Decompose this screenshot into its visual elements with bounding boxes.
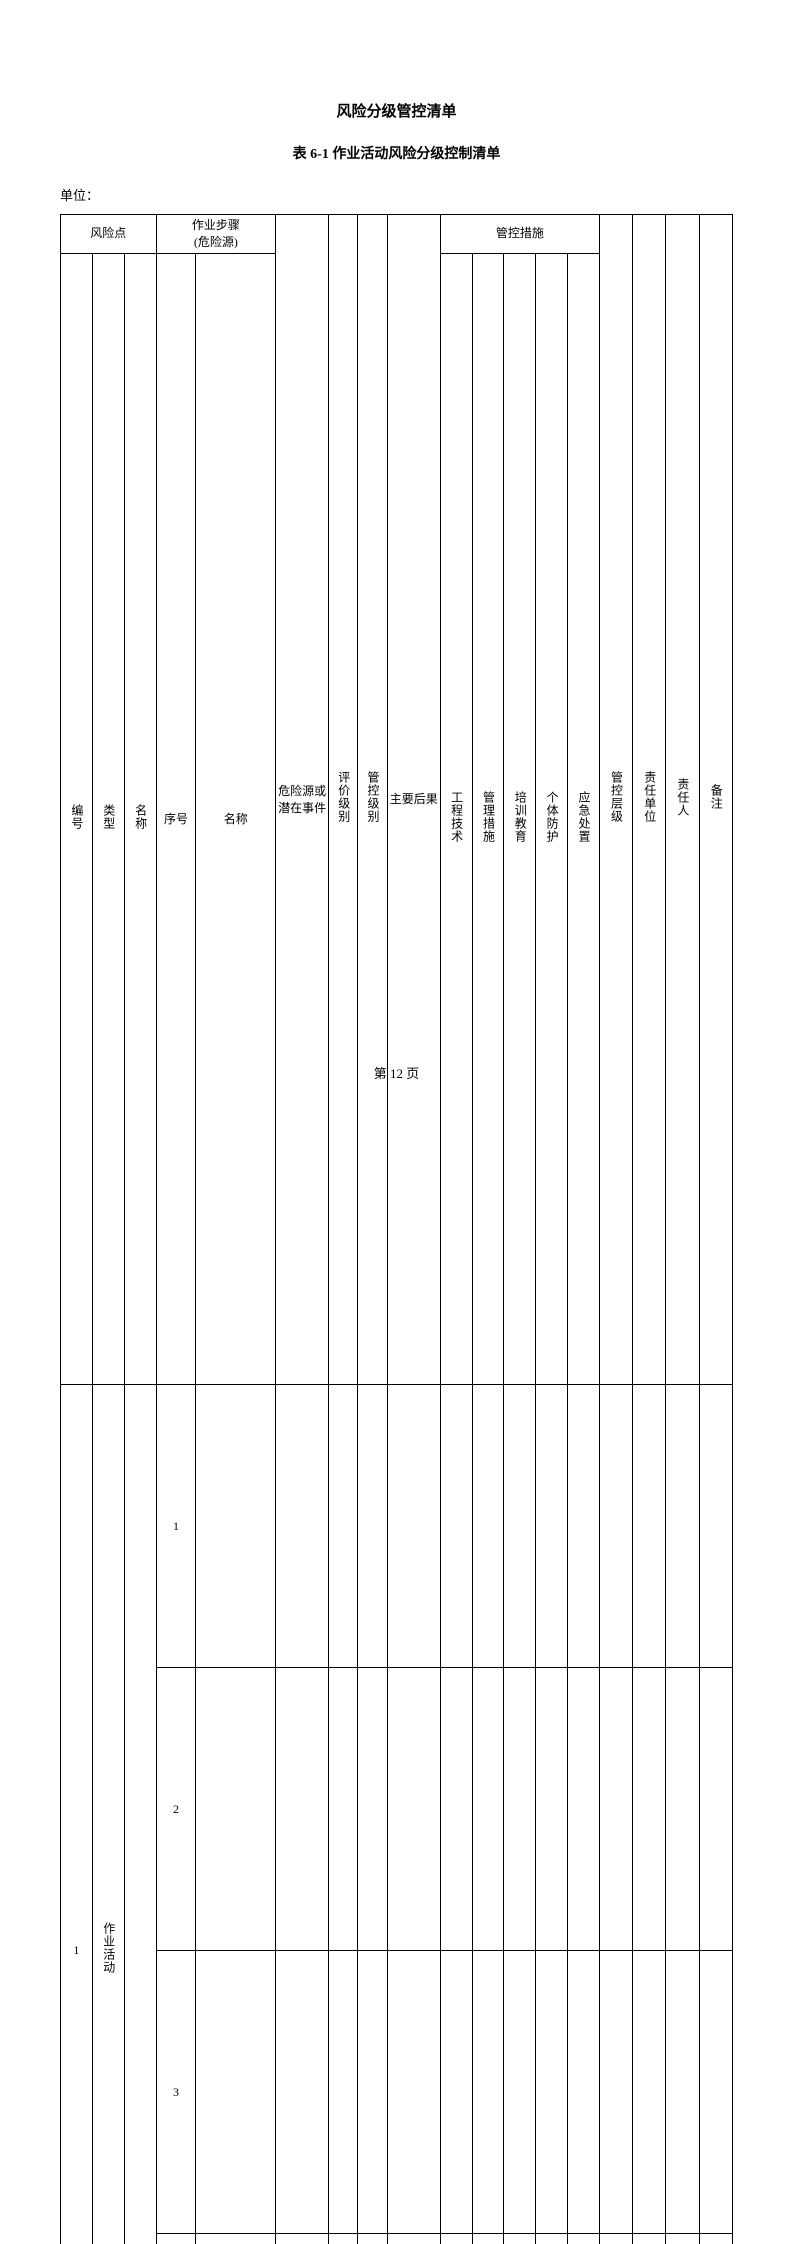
cell [387, 1951, 440, 2234]
cell [358, 2234, 387, 2244]
cell [329, 1668, 358, 1951]
cell [699, 2234, 732, 2244]
cell [536, 2234, 568, 2244]
cell: 1 [61, 1385, 93, 2244]
cell [387, 1668, 440, 1951]
th-ctrl-level: 管控级别 [358, 215, 387, 1385]
cell [504, 1668, 536, 1951]
cell [633, 1668, 666, 1951]
cell [666, 1385, 699, 1668]
cell [358, 1951, 387, 2234]
cell [329, 2234, 358, 2244]
cell: 3 [156, 1951, 196, 2234]
cell: 2 [156, 1668, 196, 1951]
table1: 风险点 作业步骤 (危险源) 危险源或潜在事件 评价级别 管控级别 主要后果 管… [60, 214, 733, 2244]
cell [600, 1385, 633, 1668]
cell [387, 2234, 440, 2244]
th-hazard-event: 危险源或潜在事件 [276, 215, 329, 1385]
cell [633, 2234, 666, 2244]
cell [472, 1668, 504, 1951]
cell [504, 2234, 536, 2244]
table-row: 1 作业活动 1 [61, 1385, 733, 1668]
cell [276, 2234, 329, 2244]
th-sub-seq: 序号 [156, 253, 196, 1385]
cell [329, 1951, 358, 2234]
cell [276, 1951, 329, 2234]
cell: 1 [156, 1385, 196, 1668]
cell [276, 1668, 329, 1951]
cell [196, 2234, 276, 2244]
cell [568, 2234, 600, 2244]
cell [600, 1951, 633, 2234]
cell [568, 1385, 600, 1668]
cell [472, 1951, 504, 2234]
th-sub-name: 名称 [196, 253, 276, 1385]
th-name: 名称 [124, 253, 156, 1385]
cell [666, 1668, 699, 1951]
cell [666, 1951, 699, 2234]
cell [504, 1385, 536, 1668]
th-resp-unit: 责任单位 [633, 215, 666, 1385]
cell: 4 [156, 2234, 196, 2244]
cell [699, 1385, 732, 1668]
cell [440, 2234, 472, 2244]
cell [699, 1668, 732, 1951]
th-eval-level: 评价级别 [329, 215, 358, 1385]
cell [329, 1385, 358, 1668]
cell [536, 1668, 568, 1951]
cell [504, 1951, 536, 2234]
cell [196, 1668, 276, 1951]
th-main-result: 主要后果 [387, 215, 440, 1385]
table-row: 3 [61, 1951, 733, 2234]
cell [196, 1385, 276, 1668]
th-seq: 编号 [61, 253, 93, 1385]
th-eng-tech: 工程技术 [440, 253, 472, 1385]
main-title: 风险分级管控清单 [60, 100, 733, 121]
cell [276, 1385, 329, 1668]
table-row: 2 [61, 1668, 733, 1951]
cell [472, 2234, 504, 2244]
th-mgmt: 管理措施 [472, 253, 504, 1385]
th-remark: 备注 [699, 215, 732, 1385]
th-type: 类型 [92, 253, 124, 1385]
cell [600, 1668, 633, 1951]
cell [633, 1385, 666, 1668]
th-resp-person: 责任人 [666, 215, 699, 1385]
cell [358, 1668, 387, 1951]
cell [568, 1668, 600, 1951]
th-risk-point: 风险点 [61, 215, 157, 254]
cell [536, 1951, 568, 2234]
cell [196, 1951, 276, 2234]
cell [440, 1668, 472, 1951]
th-work-step: 作业步骤 (危险源) [156, 215, 276, 254]
cell [633, 1951, 666, 2234]
cell [440, 1385, 472, 1668]
table1-title: 表 6-1 作业活动风险分级控制清单 [60, 143, 733, 163]
th-ctrl-measures: 管控措施 [440, 215, 599, 254]
cell [600, 2234, 633, 2244]
page-number: 第 12 页 [0, 1063, 793, 1082]
cell [536, 1385, 568, 1668]
cell: 作业活动 [92, 1385, 124, 2244]
th-emergency: 应急处置 [568, 253, 600, 1385]
table1-unit-label: 单位： [60, 185, 733, 204]
cell [666, 2234, 699, 2244]
cell [699, 1951, 732, 2234]
th-training: 培训教育 [504, 253, 536, 1385]
cell [358, 1385, 387, 1668]
cell [568, 1951, 600, 2234]
cell [124, 1385, 156, 2244]
cell [472, 1385, 504, 1668]
table-row: 4 [61, 2234, 733, 2244]
cell [387, 1385, 440, 1668]
cell [440, 1951, 472, 2234]
th-personal: 个体防护 [536, 253, 568, 1385]
th-ctrl-layer: 管控层级 [600, 215, 633, 1385]
